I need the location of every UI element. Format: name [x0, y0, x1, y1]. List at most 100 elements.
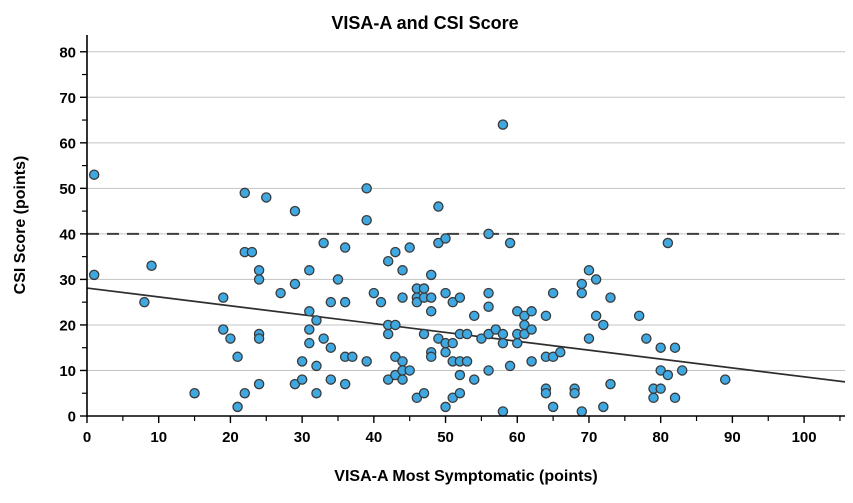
x-tick-label: 30	[294, 429, 311, 446]
data-point	[332, 274, 344, 285]
data-point	[425, 306, 437, 317]
x-axis-label: VISA-A Most Symptomatic (points)	[334, 468, 597, 485]
data-point	[88, 269, 100, 281]
data-point	[648, 392, 659, 404]
data-point	[425, 269, 437, 281]
data-point	[676, 365, 688, 376]
data-point	[576, 278, 588, 290]
data-point	[590, 310, 602, 322]
data-point	[461, 328, 473, 340]
data-point	[669, 392, 681, 404]
data-points	[88, 119, 731, 417]
data-point	[418, 387, 430, 399]
data-point	[88, 169, 100, 180]
data-point	[440, 347, 451, 358]
axes-and-ticks: 0 10 20 30 40 50 60 70 80 90 100 0 10 20 30 40 50 60 70 80	[59, 35, 845, 446]
data-point	[569, 387, 580, 399]
data-point	[311, 315, 322, 326]
data-point	[540, 387, 552, 399]
data-point	[347, 351, 358, 363]
data-point	[526, 306, 537, 317]
y-tick-label: 0	[68, 409, 76, 426]
data-point	[304, 324, 315, 335]
x-tick-label: 70	[581, 429, 598, 446]
x-tick-label: 0	[83, 429, 91, 446]
x-tick-label: 100	[792, 429, 817, 446]
data-point	[454, 387, 466, 399]
data-point	[397, 356, 408, 367]
data-point	[253, 378, 265, 390]
data-point	[447, 337, 458, 349]
data-point	[576, 406, 588, 417]
data-point	[526, 324, 537, 335]
data-point	[547, 401, 559, 413]
data-point	[418, 283, 430, 294]
x-tick-label: 80	[652, 429, 669, 446]
data-point	[325, 342, 337, 353]
data-point	[497, 337, 509, 349]
data-point	[289, 205, 301, 217]
data-point	[261, 192, 272, 203]
x-tick-label: 90	[724, 429, 741, 446]
data-point	[397, 374, 408, 385]
data-point	[217, 324, 229, 335]
data-point	[296, 374, 308, 385]
x-tick-label: 40	[365, 429, 382, 446]
gridlines	[87, 51, 845, 371]
data-point	[598, 401, 609, 413]
data-point	[454, 292, 466, 303]
data-point	[189, 387, 200, 399]
data-point	[461, 356, 473, 367]
data-point	[425, 351, 437, 363]
y-tick-label: 80	[59, 44, 76, 61]
data-point	[239, 387, 251, 399]
data-point	[146, 260, 157, 272]
y-tick-label: 10	[59, 363, 76, 380]
data-point	[339, 242, 351, 253]
data-point	[425, 292, 437, 303]
data-point	[526, 356, 537, 367]
data-point	[382, 328, 394, 340]
data-point	[404, 365, 415, 376]
data-point	[253, 274, 265, 285]
data-point	[318, 237, 329, 249]
data-point	[390, 319, 401, 331]
data-point	[275, 287, 286, 299]
data-point	[289, 278, 301, 290]
data-point	[232, 401, 243, 413]
y-tick-label: 30	[59, 272, 76, 289]
data-point	[296, 356, 308, 367]
data-point	[440, 401, 451, 413]
data-point	[304, 306, 315, 317]
data-point	[382, 255, 394, 267]
data-point	[397, 292, 408, 303]
data-point	[325, 296, 337, 308]
data-point	[368, 287, 380, 299]
data-point	[598, 319, 609, 331]
y-axis-label: CSI Score (points)	[12, 156, 29, 295]
data-point	[325, 374, 337, 385]
y-tick-label: 50	[59, 181, 76, 198]
data-point	[339, 296, 351, 308]
data-point	[468, 310, 480, 322]
data-point	[397, 265, 408, 276]
y-tick-label: 70	[59, 90, 76, 107]
data-point	[483, 365, 494, 376]
data-point	[576, 287, 588, 299]
data-point	[662, 369, 674, 381]
y-tick-label: 20	[59, 317, 76, 334]
x-tick-label: 10	[150, 429, 167, 446]
data-point	[605, 292, 616, 303]
data-point	[311, 387, 322, 399]
data-point	[246, 246, 258, 258]
data-point	[504, 360, 516, 372]
data-point	[375, 296, 387, 308]
data-point	[669, 342, 681, 353]
data-point	[390, 246, 401, 258]
data-point	[497, 119, 509, 130]
data-point	[311, 360, 322, 372]
data-point	[590, 274, 602, 285]
data-point	[433, 201, 444, 212]
